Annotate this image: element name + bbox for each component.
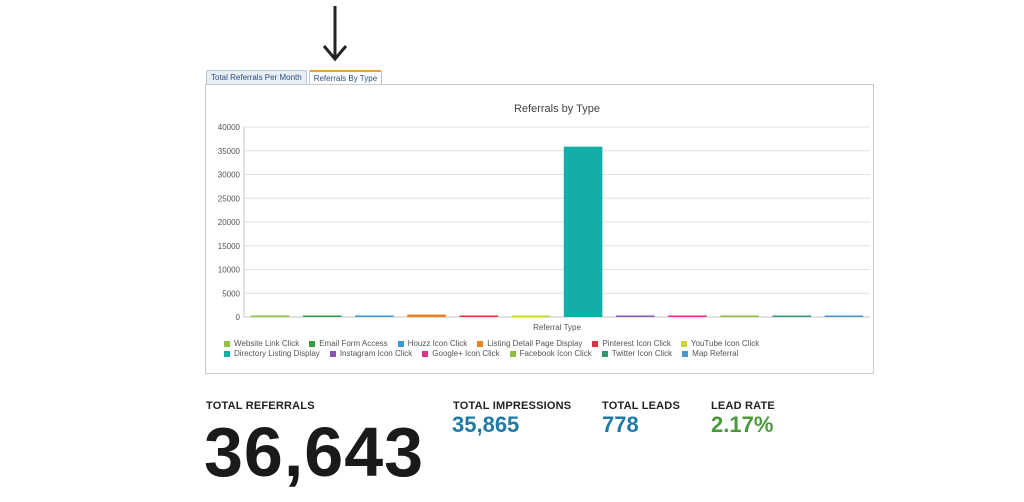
legend-label: Google+ Icon Click bbox=[432, 349, 500, 358]
bar-facebook-icon-click bbox=[720, 315, 759, 317]
legend-swatch bbox=[422, 350, 429, 357]
y-tick-label: 10000 bbox=[218, 266, 241, 275]
legend-swatch bbox=[477, 340, 484, 347]
legend-label: Houzz Icon Click bbox=[407, 339, 468, 348]
legend-label: Website Link Click bbox=[234, 339, 300, 348]
y-tick-label: 40000 bbox=[218, 123, 241, 132]
y-tick-label: 20000 bbox=[218, 218, 241, 227]
legend-swatch bbox=[680, 340, 687, 347]
legend-label: YouTube Icon Click bbox=[690, 339, 760, 348]
y-tick-label: 15000 bbox=[218, 242, 241, 251]
bar-listing-detail-page-display bbox=[407, 314, 446, 317]
chart-panel: Referrals by Type 0 5000 10000 15000 20000 250… bbox=[205, 84, 874, 374]
total-leads-value: 778 bbox=[602, 412, 639, 437]
y-tick-label: 35000 bbox=[218, 147, 241, 156]
legend-item[interactable]: Google+ Icon Click bbox=[422, 349, 500, 358]
total-impressions-value: 35,865 bbox=[452, 412, 520, 437]
total-impressions-label: TOTAL IMPRESSIONS bbox=[453, 400, 572, 412]
chart-title: Referrals by Type bbox=[514, 103, 600, 115]
tab-referrals-by-type[interactable]: Referrals By Type bbox=[308, 70, 383, 86]
bar-directory-listing-display bbox=[563, 146, 603, 317]
bar-instagram-icon-click bbox=[615, 315, 655, 317]
lead-rate-value: 2.17% bbox=[711, 412, 774, 437]
bar-houzz-icon-click bbox=[355, 315, 394, 317]
y-tick-label: 5000 bbox=[222, 289, 240, 298]
legend-item[interactable]: Facebook Icon Click bbox=[509, 349, 592, 358]
legend-item[interactable]: Instagram Icon Click bbox=[329, 349, 413, 358]
legend-swatch bbox=[509, 350, 516, 357]
legend-item[interactable]: Listing Detail Page Display bbox=[477, 339, 582, 348]
legend-item[interactable]: YouTube Icon Click bbox=[680, 339, 760, 348]
bar-google-icon-click bbox=[668, 315, 707, 317]
y-tick-label: 0 bbox=[236, 313, 241, 322]
legend-swatch bbox=[309, 340, 316, 347]
legend-label: Facebook Icon Click bbox=[519, 349, 592, 358]
y-tick-label: 30000 bbox=[218, 171, 241, 180]
total-referrals-value: 36,643 bbox=[204, 413, 425, 491]
y-tick-label: 25000 bbox=[218, 194, 241, 203]
legend-swatch bbox=[682, 350, 689, 357]
total-referrals-label: TOTAL REFERRALS bbox=[206, 400, 315, 412]
legend-item[interactable]: Twitter Icon Click bbox=[601, 349, 673, 358]
legend-label: Directory Listing Display bbox=[234, 349, 320, 358]
legend-swatch bbox=[397, 340, 404, 347]
legend-item[interactable]: Directory Listing Display bbox=[224, 349, 320, 358]
bar-website-link-click bbox=[250, 315, 290, 317]
bar-map-referral bbox=[824, 315, 864, 317]
legend-swatch bbox=[224, 340, 230, 347]
x-axis-label: Referral Type bbox=[533, 323, 581, 332]
legend-label: Map Referral bbox=[692, 349, 739, 358]
legend-label: Twitter Icon Click bbox=[611, 349, 673, 358]
legend-swatch bbox=[224, 350, 230, 357]
chart-legend: Website Link Click Email Form Access Houzz… bbox=[224, 339, 864, 358]
legend-item[interactable]: Website Link Click bbox=[224, 339, 299, 348]
legend-label: Pinterest Icon Click bbox=[602, 339, 671, 348]
down-arrow-icon bbox=[322, 6, 348, 62]
bar-twitter-icon-click bbox=[772, 315, 812, 317]
legend-label: Listing Detail Page Display bbox=[487, 339, 583, 348]
tab-total-referrals-per-month[interactable]: Total Referrals Per Month bbox=[206, 70, 307, 85]
legend-item[interactable]: Pinterest Icon Click bbox=[592, 339, 671, 348]
bar-youtube-icon-click bbox=[511, 315, 551, 317]
referrals-bar-chart: Referrals by Type 0 5000 10000 15000 20000 250… bbox=[218, 103, 870, 332]
total-leads-label: TOTAL LEADS bbox=[602, 400, 680, 412]
chart-tabs: Total Referrals Per Month Referrals By T… bbox=[206, 70, 383, 86]
legend-item[interactable]: Map Referral bbox=[682, 349, 738, 358]
legend-item[interactable]: Houzz Icon Click bbox=[397, 339, 468, 348]
bar-pinterest-icon-click bbox=[459, 315, 499, 317]
lead-rate-label: LEAD RATE bbox=[711, 400, 775, 412]
legend-swatch bbox=[592, 340, 599, 347]
bar-email-form-access bbox=[302, 315, 342, 317]
legend-label: Email Form Access bbox=[319, 339, 388, 348]
legend-label: Instagram Icon Click bbox=[339, 349, 413, 358]
legend-swatch bbox=[601, 350, 608, 357]
legend-item[interactable]: Email Form Access bbox=[309, 339, 388, 348]
legend-swatch bbox=[329, 350, 336, 357]
